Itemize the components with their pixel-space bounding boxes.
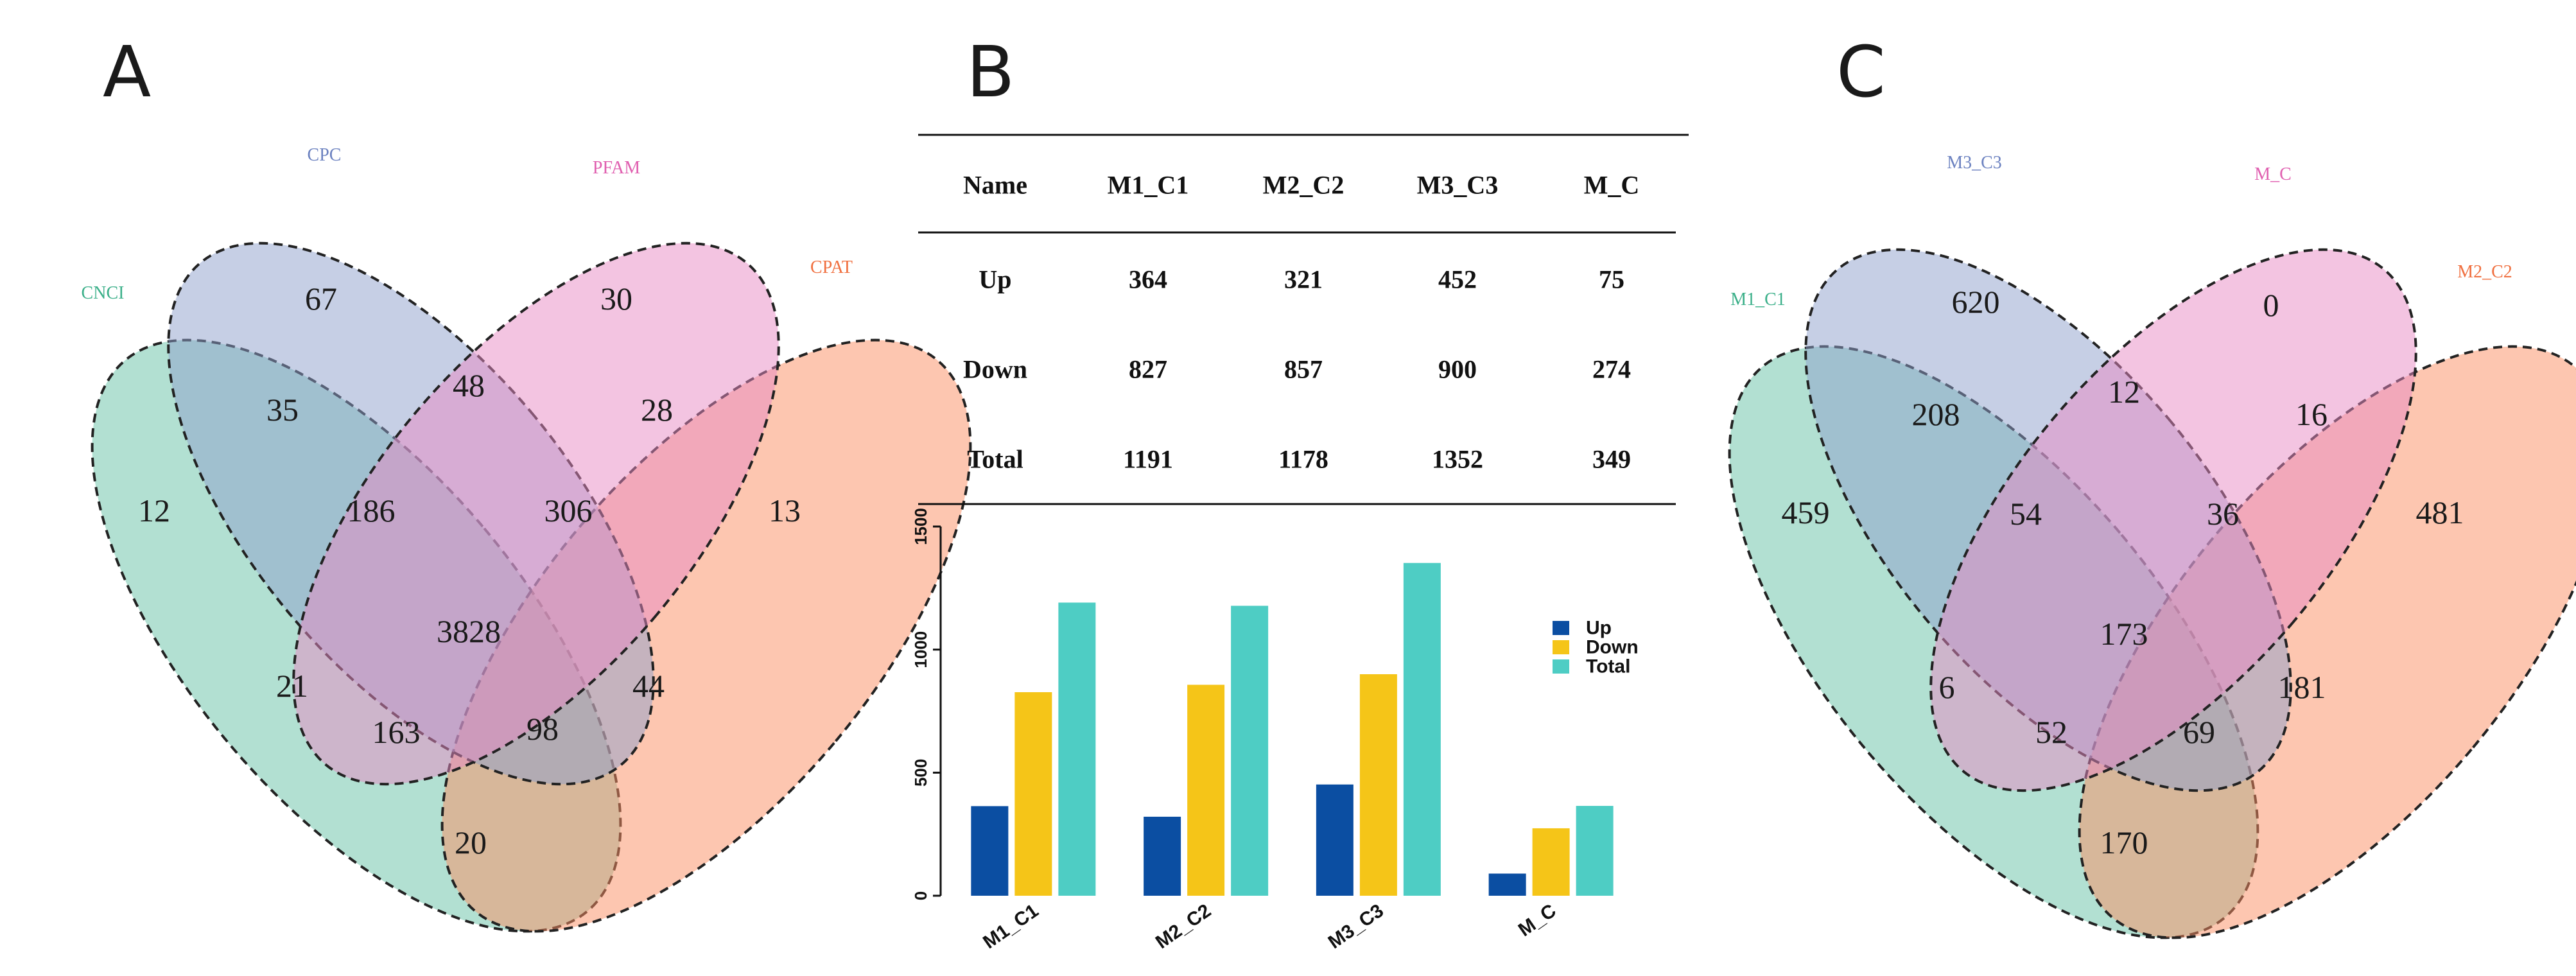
table-header-cell: M1_C1	[1108, 171, 1189, 200]
table-row-label: Up	[979, 265, 1011, 294]
venn-c-region-m1-m3-m2: 69	[2183, 714, 2215, 750]
bar-chart-bars: M1_C1 M2_C2 M3_C3 M_C	[971, 562, 1614, 954]
table-row-label: Down	[963, 355, 1027, 384]
panel-label-b: B	[966, 31, 1014, 113]
legend-label-total: Total	[1586, 656, 1630, 677]
table-cell: 274	[1592, 355, 1631, 384]
panel-label-c: C	[1836, 31, 1886, 113]
venn-a-region-cnci-pfam: 21	[276, 668, 308, 704]
bar-total-m2-c2	[1231, 606, 1269, 896]
venn-c-region-m1-m3-mc: 54	[2010, 496, 2042, 532]
venn-c-region-only-m-c: 0	[2263, 287, 2279, 323]
venn-c-set-1-label: M1_C1	[1730, 290, 1786, 309]
table-cell: 75	[1599, 265, 1624, 294]
table-cell: 827	[1129, 355, 1167, 384]
x-tick-label: M1_C1	[979, 900, 1042, 954]
legend-swatch-down	[1553, 640, 1569, 654]
venn-c-region-only-m3-c3: 620	[1952, 284, 2000, 320]
venn-diagram-c: M1_C1 M3_C3 M_C M2_C2 459 620 0 481 208 …	[1728, 153, 2576, 939]
legend-label-down: Down	[1586, 637, 1639, 658]
bar-chart-axes: 0 500 1000 1500	[911, 508, 942, 900]
bar-total-m3-c3	[1403, 562, 1441, 896]
y-tick-label: 500	[911, 759, 930, 787]
venn-a-region-only-cnci: 12	[138, 492, 170, 528]
table-cell: 900	[1438, 355, 1477, 384]
venn-c-set-2-label: M3_C3	[1947, 153, 2002, 173]
venn-a-region-cpc-pfam-cpat: 306	[544, 492, 593, 528]
table-header-cell: M2_C2	[1263, 171, 1345, 200]
venn-a-region-only-pfam: 30	[600, 281, 632, 317]
venn-a-set-3-label: PFAM	[593, 158, 640, 178]
bar-down-m3-c3	[1359, 674, 1397, 896]
bar-total-m1-c1	[1058, 602, 1096, 896]
venn-a-region-pfam-cpat: 28	[641, 392, 673, 428]
venn-c-set-3-label: M_C	[2254, 164, 2292, 184]
bar-up-m3-c3	[1316, 784, 1353, 896]
bar-up-m1-c1	[971, 806, 1009, 896]
venn-a-region-cnci-cpc: 35	[266, 392, 299, 428]
venn-a-region-only-cpat: 13	[769, 492, 801, 528]
table-cell: 349	[1592, 445, 1631, 474]
panel-label-a: A	[103, 31, 151, 113]
bar-down-m2-c2	[1187, 684, 1225, 896]
venn-a-region-only-cpc: 67	[305, 281, 337, 317]
venn-c-region-m1-mc-m2: 52	[2035, 714, 2067, 750]
table-cell: 1178	[1278, 445, 1328, 474]
venn-c-region-only-m1-c1: 459	[1782, 494, 1830, 530]
x-tick-label: M_C	[1515, 900, 1560, 941]
table-cell: 857	[1284, 355, 1323, 384]
venn-c-region-m3-mc: 12	[2108, 374, 2140, 410]
y-tick-label: 0	[911, 891, 930, 900]
venn-c-set-3-shape	[1929, 248, 2417, 792]
table-row-label: Total	[967, 445, 1023, 474]
x-tick-label: M2_C2	[1152, 900, 1215, 954]
y-tick-label: 1500	[911, 508, 930, 545]
venn-c-region-only-m2-c2: 481	[2416, 494, 2464, 530]
venn-c-region-all-four: 173	[2100, 616, 2148, 652]
venn-a-region-cnci-cpc-pfam: 186	[347, 492, 396, 528]
legend-label-up: Up	[1586, 618, 1612, 639]
bar-chart: 0 500 1000 1500 M1_C1 M2_C2 M3_C3 M_C UpDownTo…	[911, 508, 1639, 953]
venn-c-region-m3-mc-m2: 36	[2207, 496, 2239, 532]
bar-down-m-c	[1532, 828, 1570, 896]
venn-c-region-m1-m3: 208	[1912, 396, 1960, 432]
bar-down-m1-c1	[1014, 692, 1052, 896]
venn-a-set-2-label: CPC	[308, 145, 342, 165]
legend-swatch-total	[1553, 659, 1569, 674]
table-header-cell: Name	[963, 171, 1027, 200]
venn-a-region-cpc-cpat: 44	[632, 668, 665, 704]
venn-c-region-m3-m2: 181	[2278, 669, 2326, 705]
x-tick-label: M3_C3	[1325, 900, 1388, 954]
bar-up-m2-c2	[1144, 816, 1181, 896]
venn-c-region-m1-m2: 170	[2100, 824, 2148, 860]
table-cell: 1352	[1432, 445, 1483, 474]
venn-a-region-cnci-cpat: 20	[455, 824, 487, 860]
table-cell: 364	[1129, 265, 1167, 294]
venn-a-region-all-four: 3828	[437, 613, 501, 649]
venn-a-region-cnci-pfam-cpat: 163	[372, 714, 421, 750]
venn-diagram-a: CNCI CPC PFAM CPAT 12 67 30 13 35 48 28 …	[82, 145, 972, 933]
venn-c-region-mc-m2: 16	[2295, 396, 2328, 432]
table-header-cell: M_C	[1584, 171, 1640, 200]
table-cell: 452	[1438, 265, 1477, 294]
venn-a-set-1-label: CNCI	[82, 283, 125, 303]
venn-a-region-cnci-cpc-cpat: 98	[527, 711, 559, 747]
summary-table: Name M1_C1 M2_C2 M3_C3 M_C Up 364 321 45…	[918, 134, 1689, 505]
venn-c-region-m1-mc: 6	[1939, 669, 1955, 705]
legend-swatch-up	[1553, 621, 1569, 635]
table-cell: 1191	[1123, 445, 1173, 474]
table-header-cell: M3_C3	[1417, 171, 1499, 200]
table-cell: 321	[1284, 265, 1323, 294]
bar-total-m-c	[1576, 806, 1614, 896]
venn-a-region-cpc-pfam: 48	[453, 367, 485, 403]
venn-c-set-4-label: M2_C2	[2457, 262, 2512, 282]
venn-a-set-4-label: CPAT	[810, 257, 853, 277]
bar-up-m-c	[1488, 873, 1526, 896]
venn-a-set-3-shape	[292, 241, 780, 786]
y-tick-label: 1000	[911, 631, 930, 668]
